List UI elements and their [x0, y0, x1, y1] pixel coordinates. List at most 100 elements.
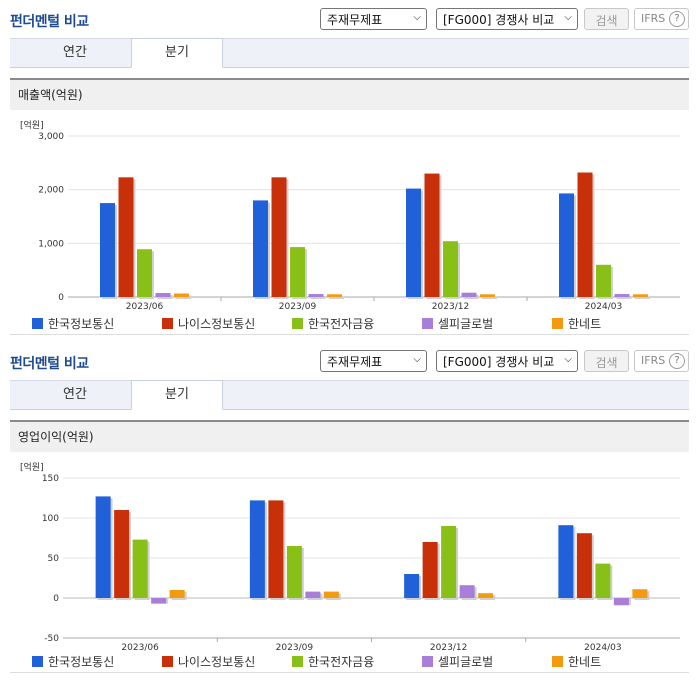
legend-label: 셀피글로벌	[438, 317, 494, 331]
section-title: 매출액(억원)	[10, 78, 689, 110]
bar	[95, 496, 111, 598]
statement-select-value: 주재무제표	[327, 13, 383, 27]
legend-label: 한네트	[568, 317, 602, 331]
legend-item: 나이스정보통신	[162, 653, 255, 670]
legend-label: 한국정보통신	[48, 317, 115, 331]
bar	[480, 294, 495, 297]
legend-label: 나이스정보통신	[178, 317, 256, 331]
chevron-down-icon: ⌵	[564, 354, 572, 365]
legend-label: 한국정보통신	[48, 655, 115, 669]
legend-label: 나이스정보통신	[178, 655, 256, 669]
bar	[461, 292, 477, 297]
unit-label: [억원]	[20, 463, 44, 473]
bar	[632, 589, 648, 598]
bar	[290, 247, 305, 297]
y-tick-label: 0	[53, 594, 59, 604]
legend-item: 한네트	[552, 653, 601, 670]
bar	[151, 598, 167, 604]
operating-profit-chart: -50 0 50 100 150 2023/06 2023/09 2023/12 2024/03	[42, 474, 680, 653]
y-tick-label: 1,000	[38, 239, 64, 249]
legend-label: 한네트	[568, 655, 602, 669]
bar	[268, 500, 284, 598]
bar-shadow	[482, 296, 497, 299]
bar-shadow	[176, 295, 191, 299]
x-tick-label: 2024/03	[585, 302, 622, 312]
search-button[interactable]: 검색	[584, 8, 629, 30]
legend-swatch	[422, 318, 433, 329]
y-tick-label: -50	[44, 634, 59, 644]
bar	[614, 294, 630, 297]
tab-quarterly[interactable]: 분기	[131, 380, 223, 410]
bar	[174, 293, 189, 297]
x-tick-label: 2023/06	[126, 302, 164, 312]
legend-item: 한국전자금융	[292, 653, 374, 670]
x-tick-label: 2023/09	[276, 643, 314, 653]
statement-select[interactable]: 주재무제표 ⌵	[320, 8, 427, 30]
search-button[interactable]: 검색	[584, 350, 629, 372]
period-tabs: 연간 분기	[10, 38, 689, 68]
legend-item: 한국정보통신	[32, 315, 114, 332]
revenue-panel: 펀더멘털 비교 주재무제표 ⌵ [FG000] 경쟁사 비교 ⌵ 검색 IFRS…	[0, 0, 696, 335]
tab-quarterly[interactable]: 분기	[131, 38, 223, 68]
panel-header: 펀더멘털 비교 주재무제표 ⌵ [FG000] 경쟁사 비교 ⌵ 검색 IFRS…	[0, 0, 696, 38]
bar	[137, 249, 152, 297]
bar	[478, 593, 494, 598]
chevron-down-icon: ⌵	[413, 354, 421, 365]
bar	[422, 542, 438, 598]
x-tick-label: 2023/09	[279, 302, 317, 312]
x-tick-label: 2023/12	[432, 302, 469, 312]
legend-item: 한국정보통신	[32, 653, 114, 670]
bar	[595, 563, 611, 598]
help-icon[interactable]: ?	[669, 353, 685, 369]
chevron-down-icon: ⌵	[413, 12, 421, 23]
bar	[424, 173, 440, 297]
legend-swatch	[552, 318, 563, 329]
legend-swatch	[32, 318, 43, 329]
panel-title: 펀더멘털 비교	[10, 356, 89, 372]
tab-annual[interactable]: 연간	[63, 45, 87, 60]
bar	[576, 533, 592, 598]
bar	[100, 203, 115, 297]
bar	[633, 294, 648, 297]
y-tick-label: 3,000	[38, 132, 64, 142]
bar	[253, 200, 268, 297]
bar	[404, 574, 420, 598]
compare-select-value: [FG000] 경쟁사 비교	[443, 13, 555, 27]
bar	[443, 241, 458, 297]
y-tick-label: 100	[42, 514, 59, 524]
compare-select[interactable]: [FG000] 경쟁사 비교 ⌵	[436, 8, 578, 30]
statement-select[interactable]: 주재무제표 ⌵	[320, 350, 427, 372]
bar	[305, 591, 321, 598]
compare-select[interactable]: [FG000] 경쟁사 비교 ⌵	[436, 350, 578, 372]
bar	[558, 525, 574, 598]
chart-legend: 한국정보통신 나이스정보통신 한국전자금융 셀피글로벌 한네트	[10, 312, 689, 335]
legend-item: 셀피글로벌	[422, 315, 493, 332]
bar	[459, 585, 475, 598]
revenue-chart: 0 1,000 2,000 3,000 2023/06 2023/09 2023/12 202…	[38, 132, 680, 312]
bar-shadow	[310, 296, 326, 299]
bar	[169, 590, 185, 598]
bar	[132, 539, 148, 598]
chart-legend: 한국정보통신 나이스정보통신 한국전자금융 셀피글로벌 한네트	[10, 650, 689, 673]
x-tick-label: 2023/06	[121, 643, 159, 653]
ifrs-button[interactable]: IFRS ?	[634, 350, 689, 372]
legend-swatch	[162, 656, 173, 667]
ifrs-label: IFRS	[641, 354, 666, 367]
bar	[441, 526, 457, 598]
bar	[114, 510, 130, 598]
help-icon[interactable]: ?	[669, 11, 685, 27]
panel-title: 펀더멘털 비교	[10, 14, 89, 30]
tab-annual[interactable]: 연간	[63, 387, 87, 402]
ifrs-button[interactable]: IFRS ?	[634, 8, 689, 30]
bar-shadow	[329, 296, 344, 299]
bar	[327, 294, 342, 297]
x-tick-label: 2023/12	[430, 643, 467, 653]
legend-swatch	[552, 656, 563, 667]
section-title: 영업이익(억원)	[10, 420, 689, 452]
legend-swatch	[292, 318, 303, 329]
bar	[286, 546, 302, 598]
compare-select-value: [FG000] 경쟁사 비교	[443, 355, 555, 369]
panel-header: 펀더멘털 비교 주재무제표 ⌵ [FG000] 경쟁사 비교 ⌵ 검색 IFRS…	[0, 342, 696, 380]
ifrs-label: IFRS	[641, 12, 666, 25]
bar	[559, 193, 574, 297]
